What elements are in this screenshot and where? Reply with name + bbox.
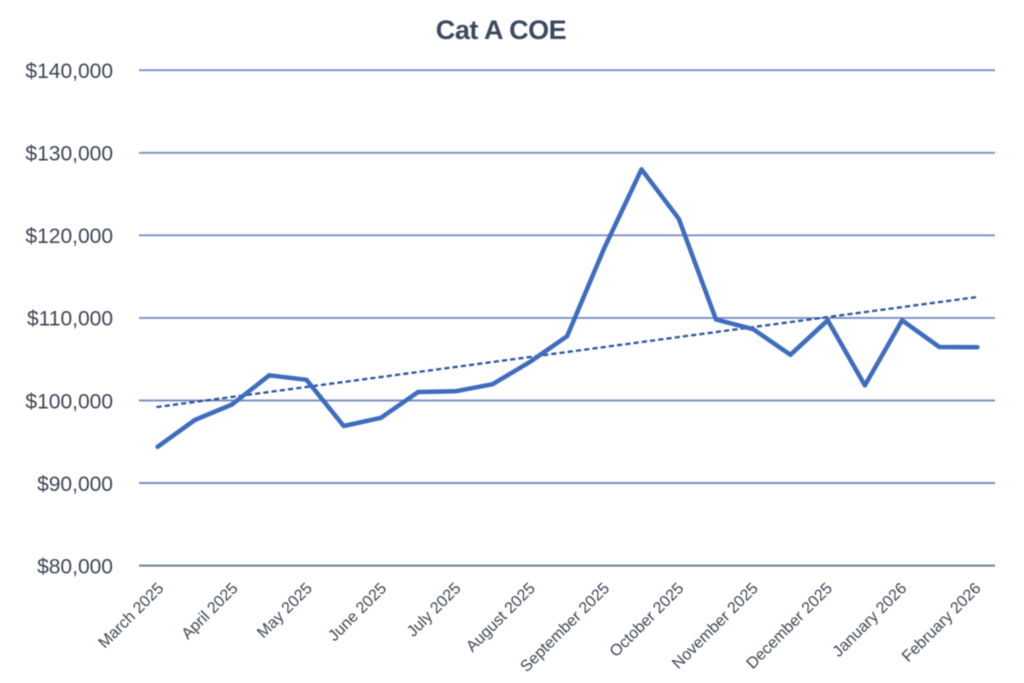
svg-text:$140,000: $140,000	[25, 60, 113, 83]
svg-text:October 2025: October 2025	[607, 580, 688, 661]
svg-text:$100,000: $100,000	[25, 390, 113, 413]
svg-text:$130,000: $130,000	[25, 143, 113, 166]
svg-text:March 2025: March 2025	[96, 580, 168, 652]
svg-text:July 2025: July 2025	[404, 580, 465, 641]
svg-text:June 2025: June 2025	[325, 580, 390, 645]
svg-text:February 2026: February 2026	[899, 580, 985, 666]
svg-text:Cat A COE: Cat A COE	[436, 15, 566, 45]
svg-text:August 2025: August 2025	[463, 580, 539, 656]
svg-text:$90,000: $90,000	[37, 473, 113, 496]
svg-text:January 2026: January 2026	[830, 580, 911, 661]
svg-text:April 2025: April 2025	[179, 580, 242, 643]
svg-text:$80,000: $80,000	[37, 555, 113, 578]
svg-text:$110,000: $110,000	[27, 308, 113, 331]
svg-text:$120,000: $120,000	[25, 225, 113, 248]
svg-text:May 2025: May 2025	[254, 580, 316, 642]
